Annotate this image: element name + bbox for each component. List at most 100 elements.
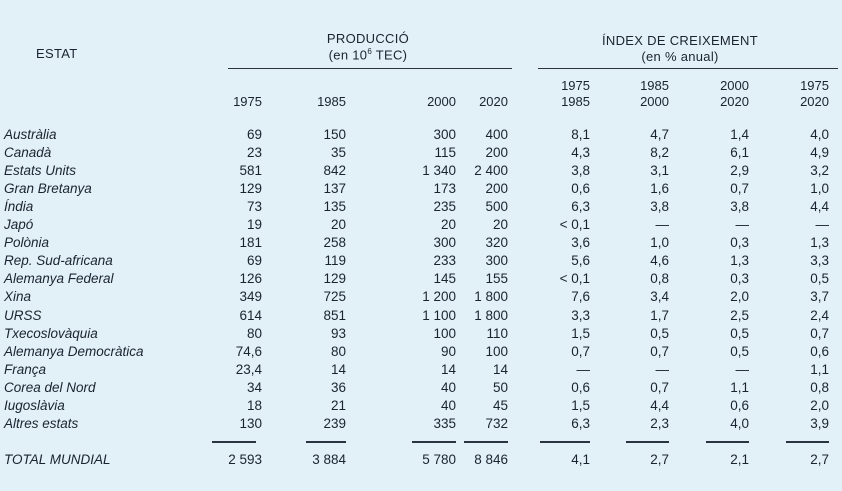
index-cell: 4,0: [730, 415, 749, 431]
produccio-cell: 36: [330, 379, 346, 395]
produccio-cell: 258: [323, 235, 346, 251]
index-cell: 5,6: [571, 253, 590, 269]
index-cell: 0,6: [810, 343, 829, 359]
produccio-cell: 614: [239, 307, 262, 323]
estat-name: Rep. Sud-africana: [4, 253, 113, 269]
index-cell: —: [735, 361, 750, 377]
index-cell: 0,6: [730, 397, 749, 413]
index-period-header: 1985: [640, 78, 669, 93]
produccio-cell: 74,6: [235, 343, 262, 359]
index-cell: 0,8: [810, 379, 829, 395]
index-cell: 0,5: [730, 343, 749, 359]
produccio-cell: 135: [323, 199, 346, 215]
index-cell: 0,6: [571, 181, 590, 197]
produccio-cell: 155: [485, 271, 508, 287]
index-cell: < 0,1: [559, 271, 590, 287]
prod-year-header: 2000: [427, 94, 456, 109]
produccio-cell: 90: [440, 343, 456, 359]
index-cell: 0,3: [730, 271, 749, 287]
index-cell: 0,7: [571, 343, 590, 359]
produccio-cell: 35: [330, 145, 346, 161]
index-cell: 4,4: [810, 199, 829, 215]
index-cell: —: [735, 217, 750, 233]
index-period-header: 2020: [800, 94, 829, 109]
index-cell: —: [815, 217, 830, 233]
index-cell: 3,4: [650, 289, 669, 305]
produccio-rule: [228, 68, 512, 69]
index-cell: 2,1: [730, 452, 749, 467]
index-cell: 0,8: [650, 271, 669, 287]
produccio-cell: 300: [485, 253, 508, 269]
index-cell: 1,0: [650, 235, 669, 251]
estat-name: Estats Units: [4, 163, 77, 179]
index-cell: 3,3: [810, 253, 829, 269]
sum-rule: [786, 441, 829, 443]
produccio-cell: 200: [485, 181, 508, 197]
produccio-cell: 110: [486, 325, 508, 341]
produccio-cell: 1 100: [422, 307, 456, 323]
estat-name: Gran Bretanya: [4, 181, 92, 197]
produccio-cell: 14: [330, 361, 346, 377]
prod-year-header: 2020: [479, 94, 508, 109]
index-cell: 0,3: [730, 235, 749, 251]
estat-header: ESTAT: [36, 46, 78, 61]
index-cell: 1,4: [730, 127, 749, 142]
produccio-cell: 18: [246, 397, 262, 413]
produccio-unit-suffix: TEC): [372, 47, 408, 63]
estat-name: Txecoslovàquia: [4, 325, 98, 341]
produccio-cell: 300: [433, 127, 456, 142]
produccio-cell: 725: [323, 289, 346, 305]
index-cell: 3,9: [810, 415, 829, 431]
index-cell: 0,7: [650, 343, 669, 359]
index-cell: 0,6: [571, 379, 590, 395]
index-cell: 1,5: [571, 325, 590, 341]
produccio-cell: 40: [440, 397, 456, 413]
produccio-cell: 45: [492, 397, 508, 413]
produccio-cell: 842: [323, 163, 346, 179]
index-cell: 0,7: [730, 181, 749, 197]
index-cell: 0,5: [730, 325, 749, 341]
prod-year-header: 1985: [317, 94, 346, 109]
index-cell: 3,7: [810, 289, 829, 305]
index-cell: —: [655, 361, 670, 377]
produccio-cell: 126: [239, 271, 262, 287]
sum-rule: [540, 441, 590, 443]
index-cell: 2,4: [810, 307, 829, 323]
estat-name: TOTAL MUNDIAL: [4, 452, 111, 467]
produccio-cell: 5 780: [422, 452, 456, 467]
produccio-cell: 1 200: [422, 289, 456, 305]
produccio-cell: 115: [434, 145, 456, 161]
produccio-cell: 129: [323, 271, 346, 287]
index-cell: 1,5: [571, 397, 590, 413]
index-cell: 1,0: [810, 181, 829, 197]
produccio-cell: 100: [433, 325, 456, 341]
produccio-cell: 69: [246, 253, 262, 269]
produccio-cell: 8 846: [474, 452, 508, 467]
produccio-cell: 19: [246, 217, 262, 233]
estat-name: França: [4, 361, 47, 377]
index-period-header: 1975: [800, 78, 829, 93]
produccio-cell: 181: [239, 235, 262, 251]
index-cell: 2,5: [730, 307, 749, 323]
produccio-cell: 73: [246, 199, 262, 215]
produccio-cell: 145: [433, 271, 456, 287]
index-cell: 3,8: [730, 199, 749, 215]
index-cell: 4,0: [810, 127, 829, 142]
index-cell: 0,7: [810, 325, 829, 341]
sum-rule: [626, 441, 669, 443]
estat-name: Corea del Nord: [4, 379, 96, 395]
index-cell: 0,7: [650, 379, 669, 395]
produccio-cell: 500: [485, 199, 508, 215]
index-cell: 3,8: [571, 163, 590, 179]
index-cell: 3,1: [650, 163, 669, 179]
produccio-cell: 2 593: [228, 452, 262, 467]
index-cell: 6,1: [730, 145, 749, 161]
index-cell: 1,3: [730, 253, 749, 269]
index-cell: 0,5: [650, 325, 669, 341]
index-cell: 0,5: [810, 271, 829, 287]
index-cell: 3,6: [571, 235, 590, 251]
produccio-cell: 69: [246, 127, 262, 142]
produccio-cell: 581: [239, 163, 262, 179]
produccio-cell: 130: [239, 415, 262, 431]
estat-name: Iugoslàvia: [4, 397, 65, 413]
